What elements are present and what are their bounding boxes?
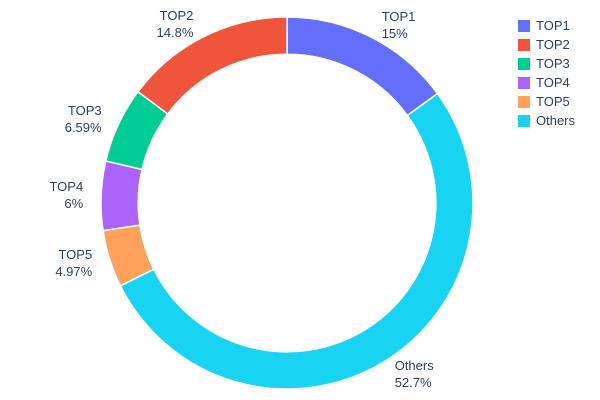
legend-item-top2[interactable]: TOP2 <box>518 35 575 54</box>
legend-label-top3: TOP3 <box>536 56 570 71</box>
legend-swatch-top1 <box>518 19 530 32</box>
legend-item-top1[interactable]: TOP1 <box>518 16 575 35</box>
legend-item-others[interactable]: Others <box>518 111 575 130</box>
legend-item-top3[interactable]: TOP3 <box>518 54 575 73</box>
pie-slice-others[interactable] <box>119 92 474 390</box>
pie-label-top4: TOP4 6% <box>49 179 83 211</box>
legend-item-top5[interactable]: TOP5 <box>518 92 575 111</box>
legend-swatch-top5 <box>518 95 530 108</box>
legend-label-top4: TOP4 <box>536 75 570 90</box>
legend-swatch-top3 <box>518 57 530 70</box>
legend-swatch-top4 <box>518 76 530 89</box>
legend-swatch-others <box>518 114 530 127</box>
pie-slices-group <box>100 16 474 390</box>
legend-label-others: Others <box>536 113 576 128</box>
pie-label-top2: TOP2 14.8% <box>157 8 194 40</box>
legend-label-top5: TOP5 <box>536 94 570 109</box>
legend-label-top2: TOP2 <box>536 37 570 52</box>
pie-label-top3: TOP3 6.59% <box>65 103 102 135</box>
pie-label-top1: TOP1 15% <box>382 9 416 41</box>
legend-label-top1: TOP1 <box>536 18 570 33</box>
legend-swatch-top2 <box>518 38 530 51</box>
legend-item-top4[interactable]: TOP4 <box>518 73 575 92</box>
pie-label-top5: TOP5 4.97% <box>55 247 92 279</box>
pie-slice-top4[interactable] <box>100 160 143 232</box>
pie-label-others: Others 52.7% <box>395 358 435 390</box>
chart-legend: TOP1 TOP2 TOP3 TOP4 TOP5 Others <box>518 16 575 130</box>
pie-slice-top1[interactable] <box>286 16 439 117</box>
pie-slice-top2[interactable] <box>136 16 288 116</box>
